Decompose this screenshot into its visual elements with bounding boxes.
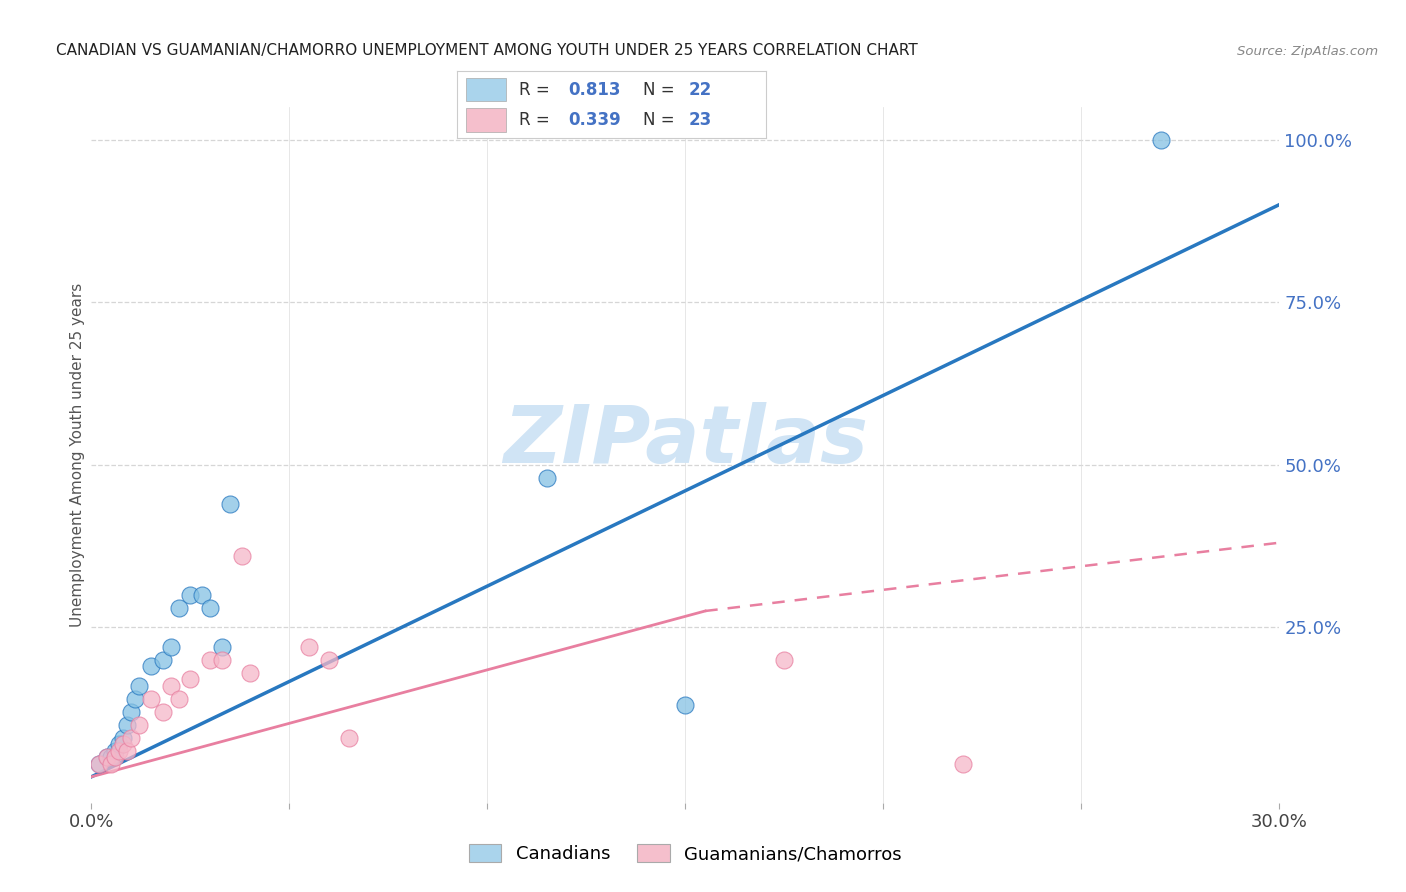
- Y-axis label: Unemployment Among Youth under 25 years: Unemployment Among Youth under 25 years: [70, 283, 84, 627]
- Point: [773, 653, 796, 667]
- Text: N =: N =: [643, 111, 673, 128]
- Text: R =: R =: [519, 81, 550, 99]
- Point: [108, 744, 131, 758]
- Point: [120, 705, 142, 719]
- Legend: Canadians, Guamanians/Chamorros: Canadians, Guamanians/Chamorros: [461, 837, 910, 871]
- Point: [96, 750, 118, 764]
- Text: N =: N =: [643, 81, 673, 99]
- Point: [112, 731, 135, 745]
- Point: [139, 691, 162, 706]
- FancyBboxPatch shape: [467, 108, 506, 131]
- Point: [337, 731, 360, 745]
- Text: 0.813: 0.813: [568, 81, 621, 99]
- Point: [673, 698, 696, 713]
- Point: [115, 718, 138, 732]
- Point: [318, 653, 340, 667]
- Point: [100, 756, 122, 771]
- Point: [159, 640, 181, 654]
- Point: [152, 653, 174, 667]
- Point: [179, 672, 201, 686]
- Text: R =: R =: [519, 111, 550, 128]
- Point: [219, 497, 242, 511]
- Point: [952, 756, 974, 771]
- Point: [191, 588, 214, 602]
- Text: 0.339: 0.339: [568, 111, 621, 128]
- Text: 23: 23: [689, 111, 713, 128]
- Text: 22: 22: [689, 81, 713, 99]
- Point: [200, 653, 222, 667]
- Point: [139, 659, 162, 673]
- Point: [89, 756, 111, 771]
- Point: [120, 731, 142, 745]
- Point: [152, 705, 174, 719]
- Text: ZIPatlas: ZIPatlas: [503, 402, 868, 480]
- Point: [104, 750, 127, 764]
- Point: [239, 665, 262, 680]
- Point: [100, 750, 122, 764]
- Point: [96, 750, 118, 764]
- Point: [167, 600, 190, 615]
- Point: [115, 744, 138, 758]
- Point: [124, 691, 146, 706]
- Point: [211, 640, 233, 654]
- Point: [112, 737, 135, 751]
- Point: [1150, 132, 1173, 146]
- Point: [89, 756, 111, 771]
- Point: [159, 679, 181, 693]
- FancyBboxPatch shape: [467, 78, 506, 102]
- Point: [108, 737, 131, 751]
- Text: CANADIAN VS GUAMANIAN/CHAMORRO UNEMPLOYMENT AMONG YOUTH UNDER 25 YEARS CORRELATI: CANADIAN VS GUAMANIAN/CHAMORRO UNEMPLOYM…: [56, 43, 918, 58]
- Point: [128, 718, 150, 732]
- Text: Source: ZipAtlas.com: Source: ZipAtlas.com: [1237, 45, 1378, 58]
- Point: [211, 653, 233, 667]
- Point: [200, 600, 222, 615]
- Point: [128, 679, 150, 693]
- Point: [104, 744, 127, 758]
- Point: [167, 691, 190, 706]
- Point: [179, 588, 201, 602]
- Point: [298, 640, 321, 654]
- Point: [536, 471, 558, 485]
- Point: [231, 549, 253, 563]
